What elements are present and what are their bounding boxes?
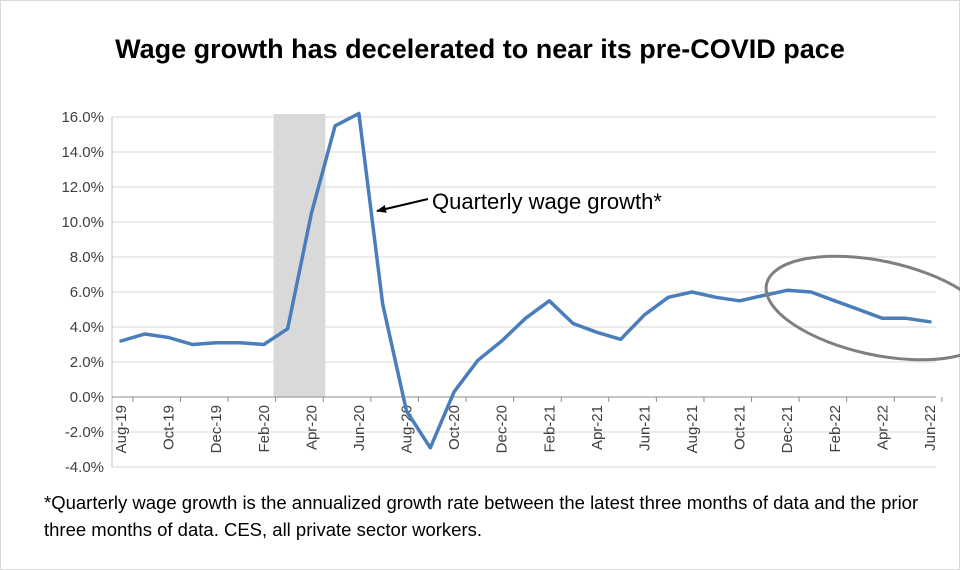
series-annotation-label: Quarterly wage growth*: [432, 189, 662, 214]
chart-footnote: *Quarterly wage growth is the annualized…: [44, 492, 919, 540]
y-tick-label: 8.0%: [70, 249, 104, 266]
x-tick-label: Aug-19: [113, 405, 130, 453]
x-tick-label: Feb-21: [541, 405, 558, 453]
highlight-ellipse: [764, 254, 960, 362]
series-layer: [119, 111, 932, 450]
y-tick-label: -2.0%: [65, 424, 104, 441]
x-tick-label: Jun-22: [922, 405, 939, 451]
x-tick-label: Apr-20: [303, 405, 320, 450]
y-tick-label: 10.0%: [61, 214, 104, 231]
x-tick-label: Oct-21: [732, 405, 749, 450]
y-tick-labels: 16.0% 14.0% 12.0% 10.0% 8.0% 6.0% 4.0% 2.0% 0.0%…: [61, 109, 104, 476]
annotation-arrow: [376, 198, 429, 213]
x-tick-labels: Aug-19 Oct-19 Dec-19 Feb-20 Apr-20 Jun-20 Aug-…: [113, 405, 939, 453]
y-tick-label: 4.0%: [70, 319, 104, 336]
y-tick-label: 6.0%: [70, 284, 104, 301]
annotation-layer: Quarterly wage growth*: [376, 189, 662, 214]
y-tick-label: -4.0%: [65, 459, 104, 476]
y-tick-label: 2.0%: [70, 354, 104, 371]
x-tick-label: Dec-19: [208, 405, 225, 453]
covid-shaded-period-layer: [273, 114, 326, 397]
x-tick-label: Oct-20: [446, 405, 463, 450]
x-tick-label: Feb-22: [827, 405, 844, 453]
x-tick-label: Jun-21: [636, 405, 653, 451]
x-tick-label: Dec-21: [779, 405, 796, 453]
y-tick-label: 12.0%: [61, 179, 104, 196]
x-tick-label: Apr-22: [874, 405, 891, 450]
axes-layer: [111, 117, 943, 467]
chart-title: Wage growth has decelerated to near its …: [115, 34, 845, 64]
x-tick-label: Apr-21: [589, 405, 606, 450]
x-tick-label: Dec-20: [494, 405, 511, 453]
y-tick-label: 0.0%: [70, 389, 104, 406]
series-line-quarterly-wage-growth: [119, 111, 932, 450]
x-tick-label: Jun-20: [351, 405, 368, 451]
covid-shaded-period: [273, 114, 326, 397]
y-tick-label: 16.0%: [61, 109, 104, 126]
x-tick-label: Aug-21: [684, 405, 701, 453]
x-tick-label: Feb-20: [256, 405, 273, 453]
x-tick-label: Oct-19: [161, 405, 178, 450]
highlight-layer: [764, 254, 960, 362]
y-tick-label: 14.0%: [61, 144, 104, 161]
